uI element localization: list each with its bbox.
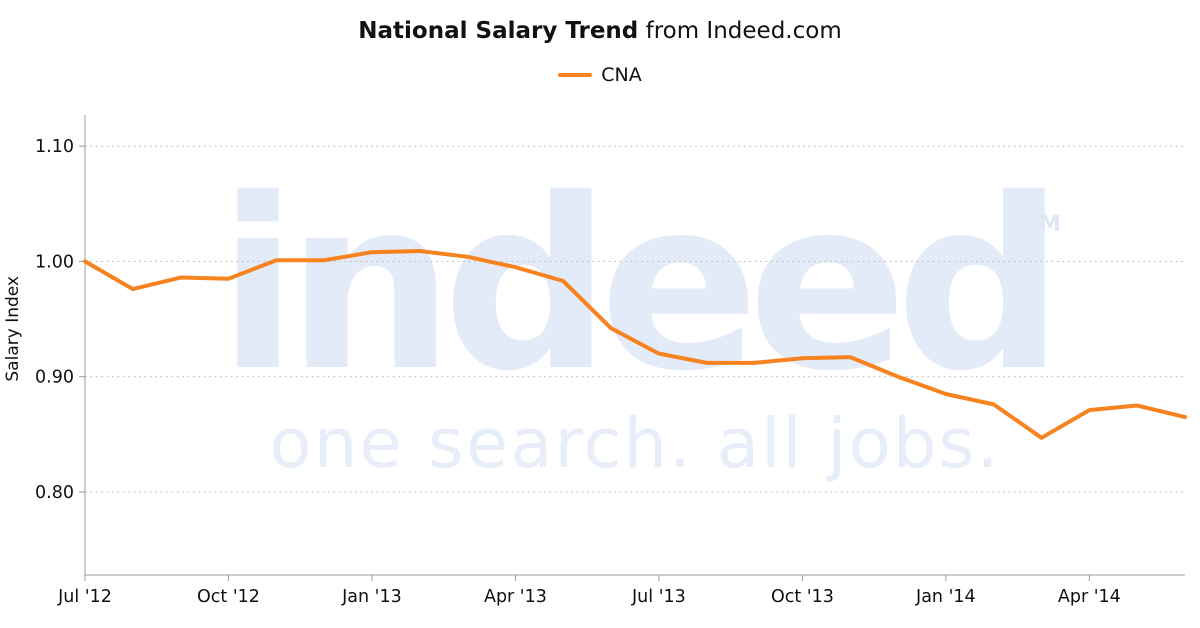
indeed-watermark-tm-mark: TM — [1022, 212, 1063, 237]
chart-title-source: from Indeed.com — [638, 18, 842, 44]
legend: CNA — [0, 64, 1200, 86]
x-tick-label: Jan '14 — [915, 587, 976, 607]
cna-trend-line — [83, 249, 1187, 440]
x-tick-label: Oct '12 — [197, 587, 260, 607]
y-tick-label: 1.00 — [35, 252, 74, 272]
chart-title-main: National Salary Trend — [358, 18, 639, 44]
x-tick-label: Jul '13 — [631, 587, 686, 607]
x-tick-label: Jul '12 — [57, 587, 112, 607]
indeed-watermark-tagline: one search. all jobs. — [269, 404, 1001, 484]
page-title: National Salary Trend from Indeed.com — [0, 18, 1200, 44]
legend-line-swatch — [558, 73, 593, 77]
y-tick-label: 1.10 — [35, 137, 74, 157]
x-tick-label: Apr '14 — [1058, 587, 1121, 607]
y-tick-label: 0.80 — [35, 483, 74, 503]
legend-label: CNA — [601, 64, 642, 86]
y-tick-label: 0.90 — [35, 368, 74, 388]
x-tick-label: Jan '13 — [341, 587, 402, 607]
indeed-watermark-logo: indeed — [217, 148, 1065, 423]
x-tick-label: Apr '13 — [484, 587, 547, 607]
x-tick-label: Oct '13 — [771, 587, 834, 607]
